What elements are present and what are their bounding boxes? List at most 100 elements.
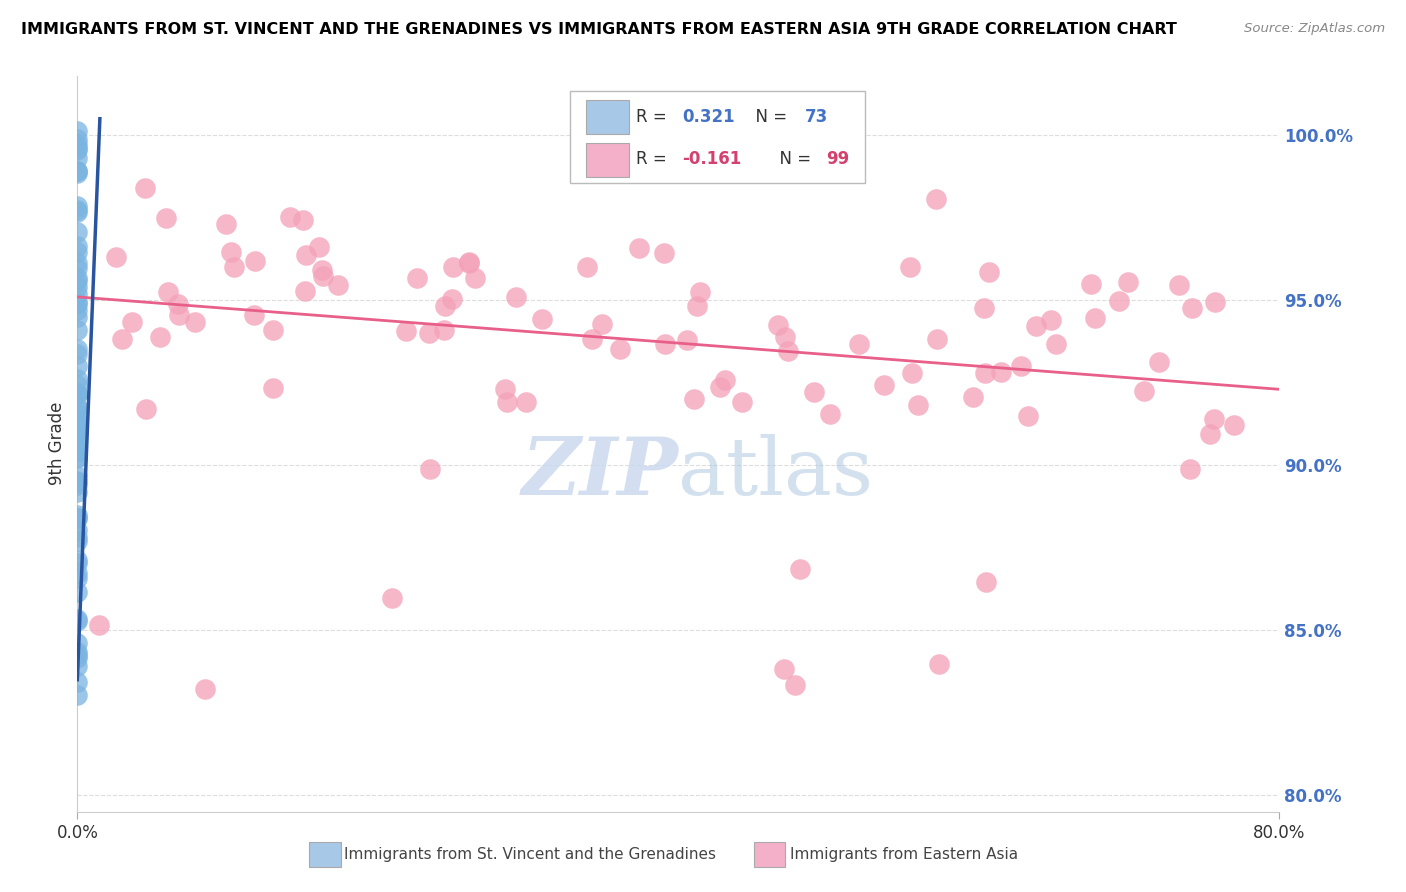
Text: N =: N = [745,108,792,126]
Point [66,205,89,219]
Point [1080,277,1102,292]
Point [441,260,464,274]
Point [654,337,676,351]
Point [291,212,314,227]
Text: R =: R = [637,108,672,126]
Point [311,262,333,277]
Point [66,323,89,337]
Point [66,645,89,659]
FancyBboxPatch shape [586,143,628,177]
Point [66,636,89,650]
Point [66,523,89,537]
Point [773,661,796,675]
Point [308,240,330,254]
Point [66,199,89,213]
Point [66,648,89,662]
Point [925,192,948,206]
FancyBboxPatch shape [309,842,340,867]
Point [66,401,89,415]
Point [66,511,89,525]
Point [683,392,706,407]
Point [66,419,89,434]
Point [66,239,89,253]
Point [1133,384,1156,398]
Point [457,256,479,270]
Point [773,330,796,344]
Point [1040,313,1063,327]
Point [66,152,89,166]
Point [66,164,89,178]
Point [66,436,89,450]
Point [925,332,948,346]
Point [686,299,709,313]
Point [66,359,89,373]
Point [776,343,799,358]
Point [418,326,440,340]
Point [66,571,89,585]
Point [873,377,896,392]
Point [1181,301,1204,315]
Point [1198,427,1220,442]
Point [66,225,89,239]
Text: Immigrants from St. Vincent and the Grenadines: Immigrants from St. Vincent and the Gren… [344,847,716,862]
Point [148,330,170,344]
Point [66,124,89,138]
Point [66,245,89,260]
Y-axis label: 9th Grade: 9th Grade [48,402,66,485]
Point [135,402,157,417]
Point [66,478,89,492]
FancyBboxPatch shape [586,101,628,135]
Point [591,317,613,331]
Point [709,380,731,394]
Point [66,261,89,276]
Point [66,474,89,488]
Point [134,180,156,194]
Text: -0.161: -0.161 [682,150,741,168]
Point [406,271,429,285]
Point [66,387,89,401]
Point [1017,409,1039,423]
Point [457,255,479,269]
Point [531,312,554,326]
Point [689,285,711,299]
Point [441,292,464,306]
Point [66,475,89,490]
Point [974,575,997,590]
Point [1168,277,1191,292]
Point [66,553,89,567]
Point [66,400,89,414]
Point [219,244,242,259]
FancyBboxPatch shape [571,90,865,183]
Point [66,428,89,442]
Point [494,382,516,396]
Text: IMMIGRANTS FROM ST. VINCENT AND THE GRENADINES VS IMMIGRANTS FROM EASTERN ASIA 9: IMMIGRANTS FROM ST. VINCENT AND THE GREN… [21,22,1177,37]
Point [433,323,456,337]
Point [785,678,807,692]
Point [294,284,316,298]
Point [66,297,89,311]
Point [121,315,143,329]
Point [66,386,89,401]
Point [242,308,264,322]
Point [66,612,89,626]
Point [789,562,811,576]
Point [66,140,89,154]
Point [581,332,603,346]
Point [990,365,1012,379]
Point [66,256,89,270]
Point [66,469,89,483]
Point [66,302,89,317]
Point [66,424,89,438]
Point [167,308,190,322]
Point [262,380,284,394]
Point [609,342,631,356]
Point [66,585,89,599]
Point [1083,310,1105,325]
Text: R =: R = [637,150,672,168]
Point [652,246,675,260]
Point [66,485,89,500]
Point [66,287,89,301]
Point [66,450,89,464]
Point [395,324,418,338]
Point [515,395,537,409]
